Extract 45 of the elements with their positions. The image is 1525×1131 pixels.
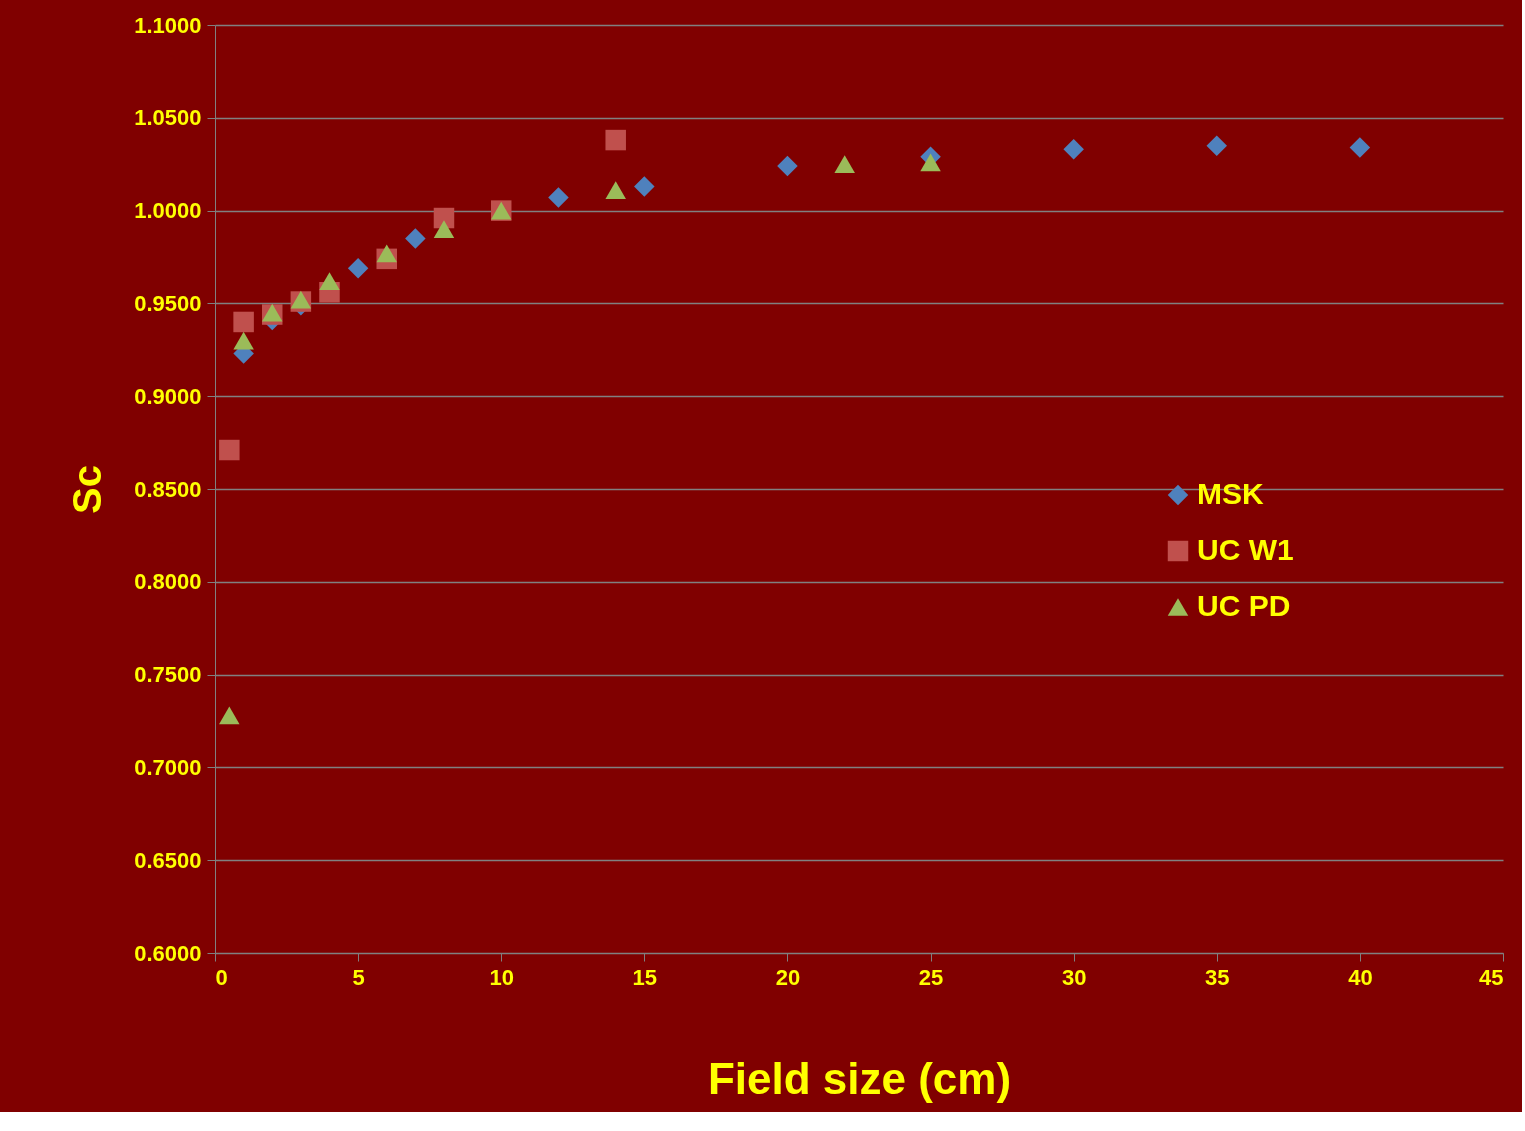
point	[1206, 135, 1228, 156]
point	[219, 706, 240, 725]
y-tick-label: 0.7000	[134, 754, 202, 780]
y-tick-label: 0.7500	[134, 662, 202, 688]
x-tick-label: 15	[632, 964, 658, 990]
point	[233, 331, 254, 350]
x-tick-label: 30	[1061, 964, 1087, 990]
point	[376, 244, 397, 263]
point	[433, 220, 455, 239]
legend-label: UC W1	[1197, 533, 1294, 566]
point	[1063, 139, 1084, 160]
point	[1349, 137, 1371, 158]
point	[548, 187, 569, 208]
point	[634, 176, 655, 197]
x-tick-label: 45	[1479, 964, 1504, 990]
point	[834, 155, 855, 174]
y-tick-label: 1.0000	[134, 198, 202, 224]
point	[777, 155, 798, 177]
x-tick-label: 5	[352, 964, 365, 990]
point	[347, 257, 369, 279]
y-tick-label: 0.9000	[134, 383, 202, 409]
point	[219, 439, 240, 461]
point	[319, 272, 340, 290]
x-tick-label: 0	[215, 964, 228, 990]
x-tick-label: 10	[489, 964, 514, 990]
x-tick-label: 40	[1348, 964, 1373, 990]
y-tick-label: 0.6500	[134, 847, 202, 873]
y-tick-label: 1.0500	[134, 105, 202, 131]
legend-label: MSK	[1197, 477, 1264, 510]
point	[405, 228, 426, 249]
y-tick-label: 0.6000	[134, 940, 202, 966]
x-axis-title: Field size (cm)	[707, 1053, 1012, 1103]
point	[605, 181, 626, 200]
legend-label: UC PD	[1197, 589, 1291, 622]
y-tick-label: 0.9500	[134, 290, 202, 316]
point	[605, 129, 626, 151]
x-tick-label: 20	[775, 964, 801, 990]
y-tick-label: 1.1000	[134, 12, 202, 38]
x-tick-label: 35	[1205, 964, 1230, 990]
point	[920, 153, 941, 172]
point	[233, 311, 254, 333]
x-tick-label: 25	[918, 964, 944, 990]
y-tick-label: 0.8500	[134, 476, 202, 502]
y-tick-label: 0.8000	[134, 569, 202, 595]
y-axis-title: Sc	[65, 465, 110, 514]
